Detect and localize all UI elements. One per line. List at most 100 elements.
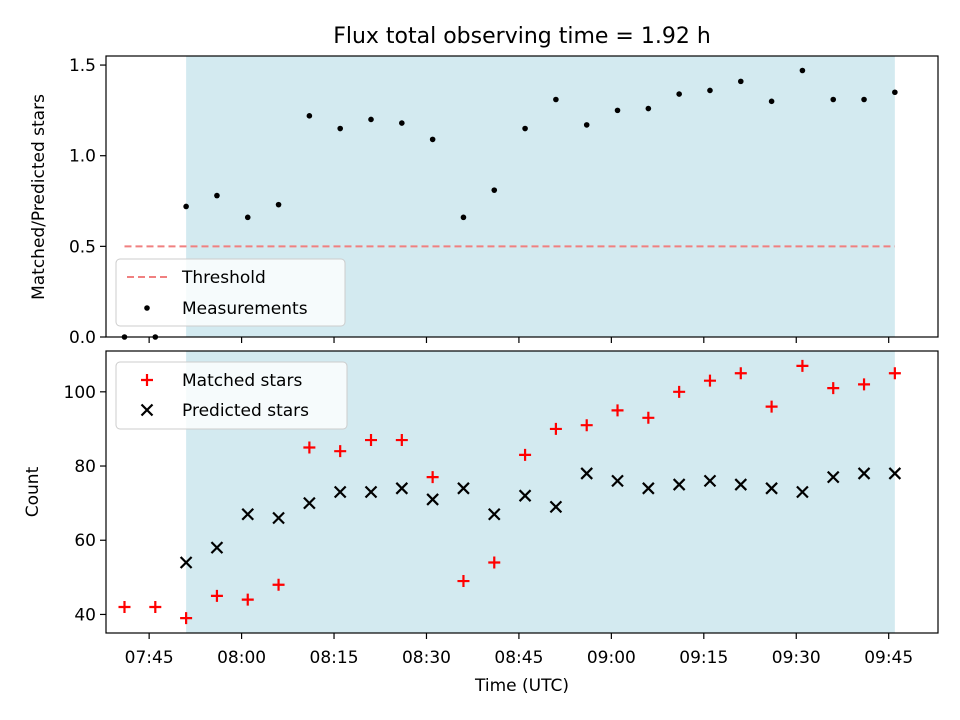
measurement-point — [707, 87, 713, 94]
predicted-star-point — [765, 482, 778, 495]
predicted-star-point — [333, 485, 347, 499]
predicted-star-point — [241, 507, 255, 521]
measurement-point — [368, 116, 374, 123]
legend-box — [115, 258, 346, 327]
top-panel: 0.0 0.5 1.0 1.5 Threshold Measurements — [69, 55, 939, 348]
predicted-star-point — [395, 482, 409, 495]
predicted-star-point — [487, 507, 501, 521]
predicted-star-point — [210, 541, 224, 554]
predicted-star-point — [457, 482, 470, 495]
y-tick-label: 0.0 — [69, 328, 96, 348]
matched-star-point — [488, 556, 501, 569]
predicted-star-point — [611, 474, 624, 488]
x-tick-label: 09:00 — [587, 648, 636, 668]
legend-threshold-label: Threshold — [181, 268, 266, 288]
x-tick-label: 08:00 — [217, 648, 266, 668]
x-tick-label: 09:15 — [679, 648, 728, 668]
measurement-point — [429, 136, 436, 143]
predicted-star-point — [272, 511, 285, 525]
measurement-point — [583, 122, 590, 128]
matched-star-point — [673, 385, 686, 398]
legend-matched-swatch — [141, 374, 153, 386]
measurement-point — [737, 78, 744, 85]
matched-star-point — [765, 400, 778, 413]
measurement-point — [337, 125, 343, 132]
measurement-point — [183, 203, 189, 210]
predicted-star-point — [734, 478, 748, 491]
legend-box — [115, 361, 348, 430]
matched-star-point — [642, 411, 655, 424]
y-tick-label: 40 — [74, 605, 96, 625]
measurement-point — [768, 98, 775, 105]
predicted-star-point — [642, 482, 655, 495]
legend-measurements-label: Measurements — [182, 299, 308, 319]
measurement-point — [306, 113, 313, 119]
matched-star-point — [734, 367, 747, 380]
y-tick-label: 100 — [64, 383, 96, 403]
predicted-star-point — [672, 478, 686, 491]
legend-predicted-swatch — [140, 403, 154, 417]
measurement-point — [645, 105, 652, 112]
predicted-star-point — [888, 467, 902, 480]
x-axis-label: Time (UTC) — [474, 676, 569, 696]
matched-star-point — [796, 359, 809, 372]
measurement-point — [614, 107, 621, 114]
bottom-ylabel: Count — [23, 466, 43, 517]
bottom-panel: 40 60 80 100 07:45 08:00 08:15 08:30 08:45 09:00 0… — [64, 350, 939, 668]
predicted-star-point — [426, 493, 439, 506]
matched-star-point — [888, 367, 901, 380]
x-tick-label: 08:15 — [310, 648, 359, 668]
predicted-star-point — [580, 467, 593, 480]
matched-star-point — [858, 378, 871, 391]
matched-star-point — [549, 422, 562, 435]
measurement-point — [522, 125, 528, 132]
y-tick-label: 0.5 — [69, 237, 96, 257]
matched-star-point — [703, 374, 716, 387]
predicted-star-point — [549, 500, 563, 514]
matched-star-point — [611, 404, 624, 417]
measurement-point — [861, 96, 867, 103]
matched-star-point — [426, 471, 439, 484]
measurement-point — [676, 91, 682, 97]
measurement-point — [553, 96, 559, 103]
predicted-star-point — [518, 489, 532, 502]
matched-star-point — [457, 575, 470, 588]
matched-star-point — [210, 589, 223, 602]
predicted-star-point — [826, 470, 840, 484]
measurement-point — [892, 89, 898, 96]
x-tick-label: 07:45 — [125, 648, 174, 668]
predicted-star-point — [857, 467, 871, 480]
y-tick-label: 80 — [74, 457, 96, 477]
top-ylabel: Matched/Predicted stars — [29, 94, 49, 300]
x-tick-label: 09:30 — [772, 648, 821, 668]
axes-frame — [105, 350, 939, 634]
y-tick-label: 60 — [74, 531, 96, 551]
x-tick-label: 08:30 — [402, 648, 451, 668]
matched-star-point — [334, 445, 347, 458]
measurement-point — [460, 214, 467, 221]
predicted-star-point — [179, 556, 193, 569]
measurement-point — [830, 96, 837, 103]
matched-star-point — [272, 578, 285, 591]
matched-star-point — [519, 448, 532, 461]
measurement-point — [491, 187, 498, 193]
measurement-point — [244, 214, 251, 221]
y-tick-label: 1.0 — [69, 147, 96, 167]
chart-title: Flux total observing time = 1.92 h — [333, 24, 711, 49]
matched-star-point — [365, 434, 378, 447]
measurement-point — [275, 201, 282, 208]
x-tick-label: 08:45 — [494, 648, 543, 668]
measurement-point — [799, 67, 806, 74]
matched-star-point — [580, 419, 593, 432]
measurement-point — [214, 192, 220, 199]
matched-star-point — [395, 434, 408, 447]
predicted-star-point — [703, 474, 717, 488]
predicted-star-point — [796, 485, 809, 499]
matched-star-point — [303, 441, 316, 454]
legend-predicted-label: Predicted stars — [182, 401, 309, 421]
matched-star-point — [118, 601, 131, 614]
legend-measurements-swatch — [144, 305, 150, 311]
matched-star-point — [149, 601, 162, 614]
predicted-star-point — [303, 496, 316, 510]
measurement-point — [399, 120, 405, 126]
